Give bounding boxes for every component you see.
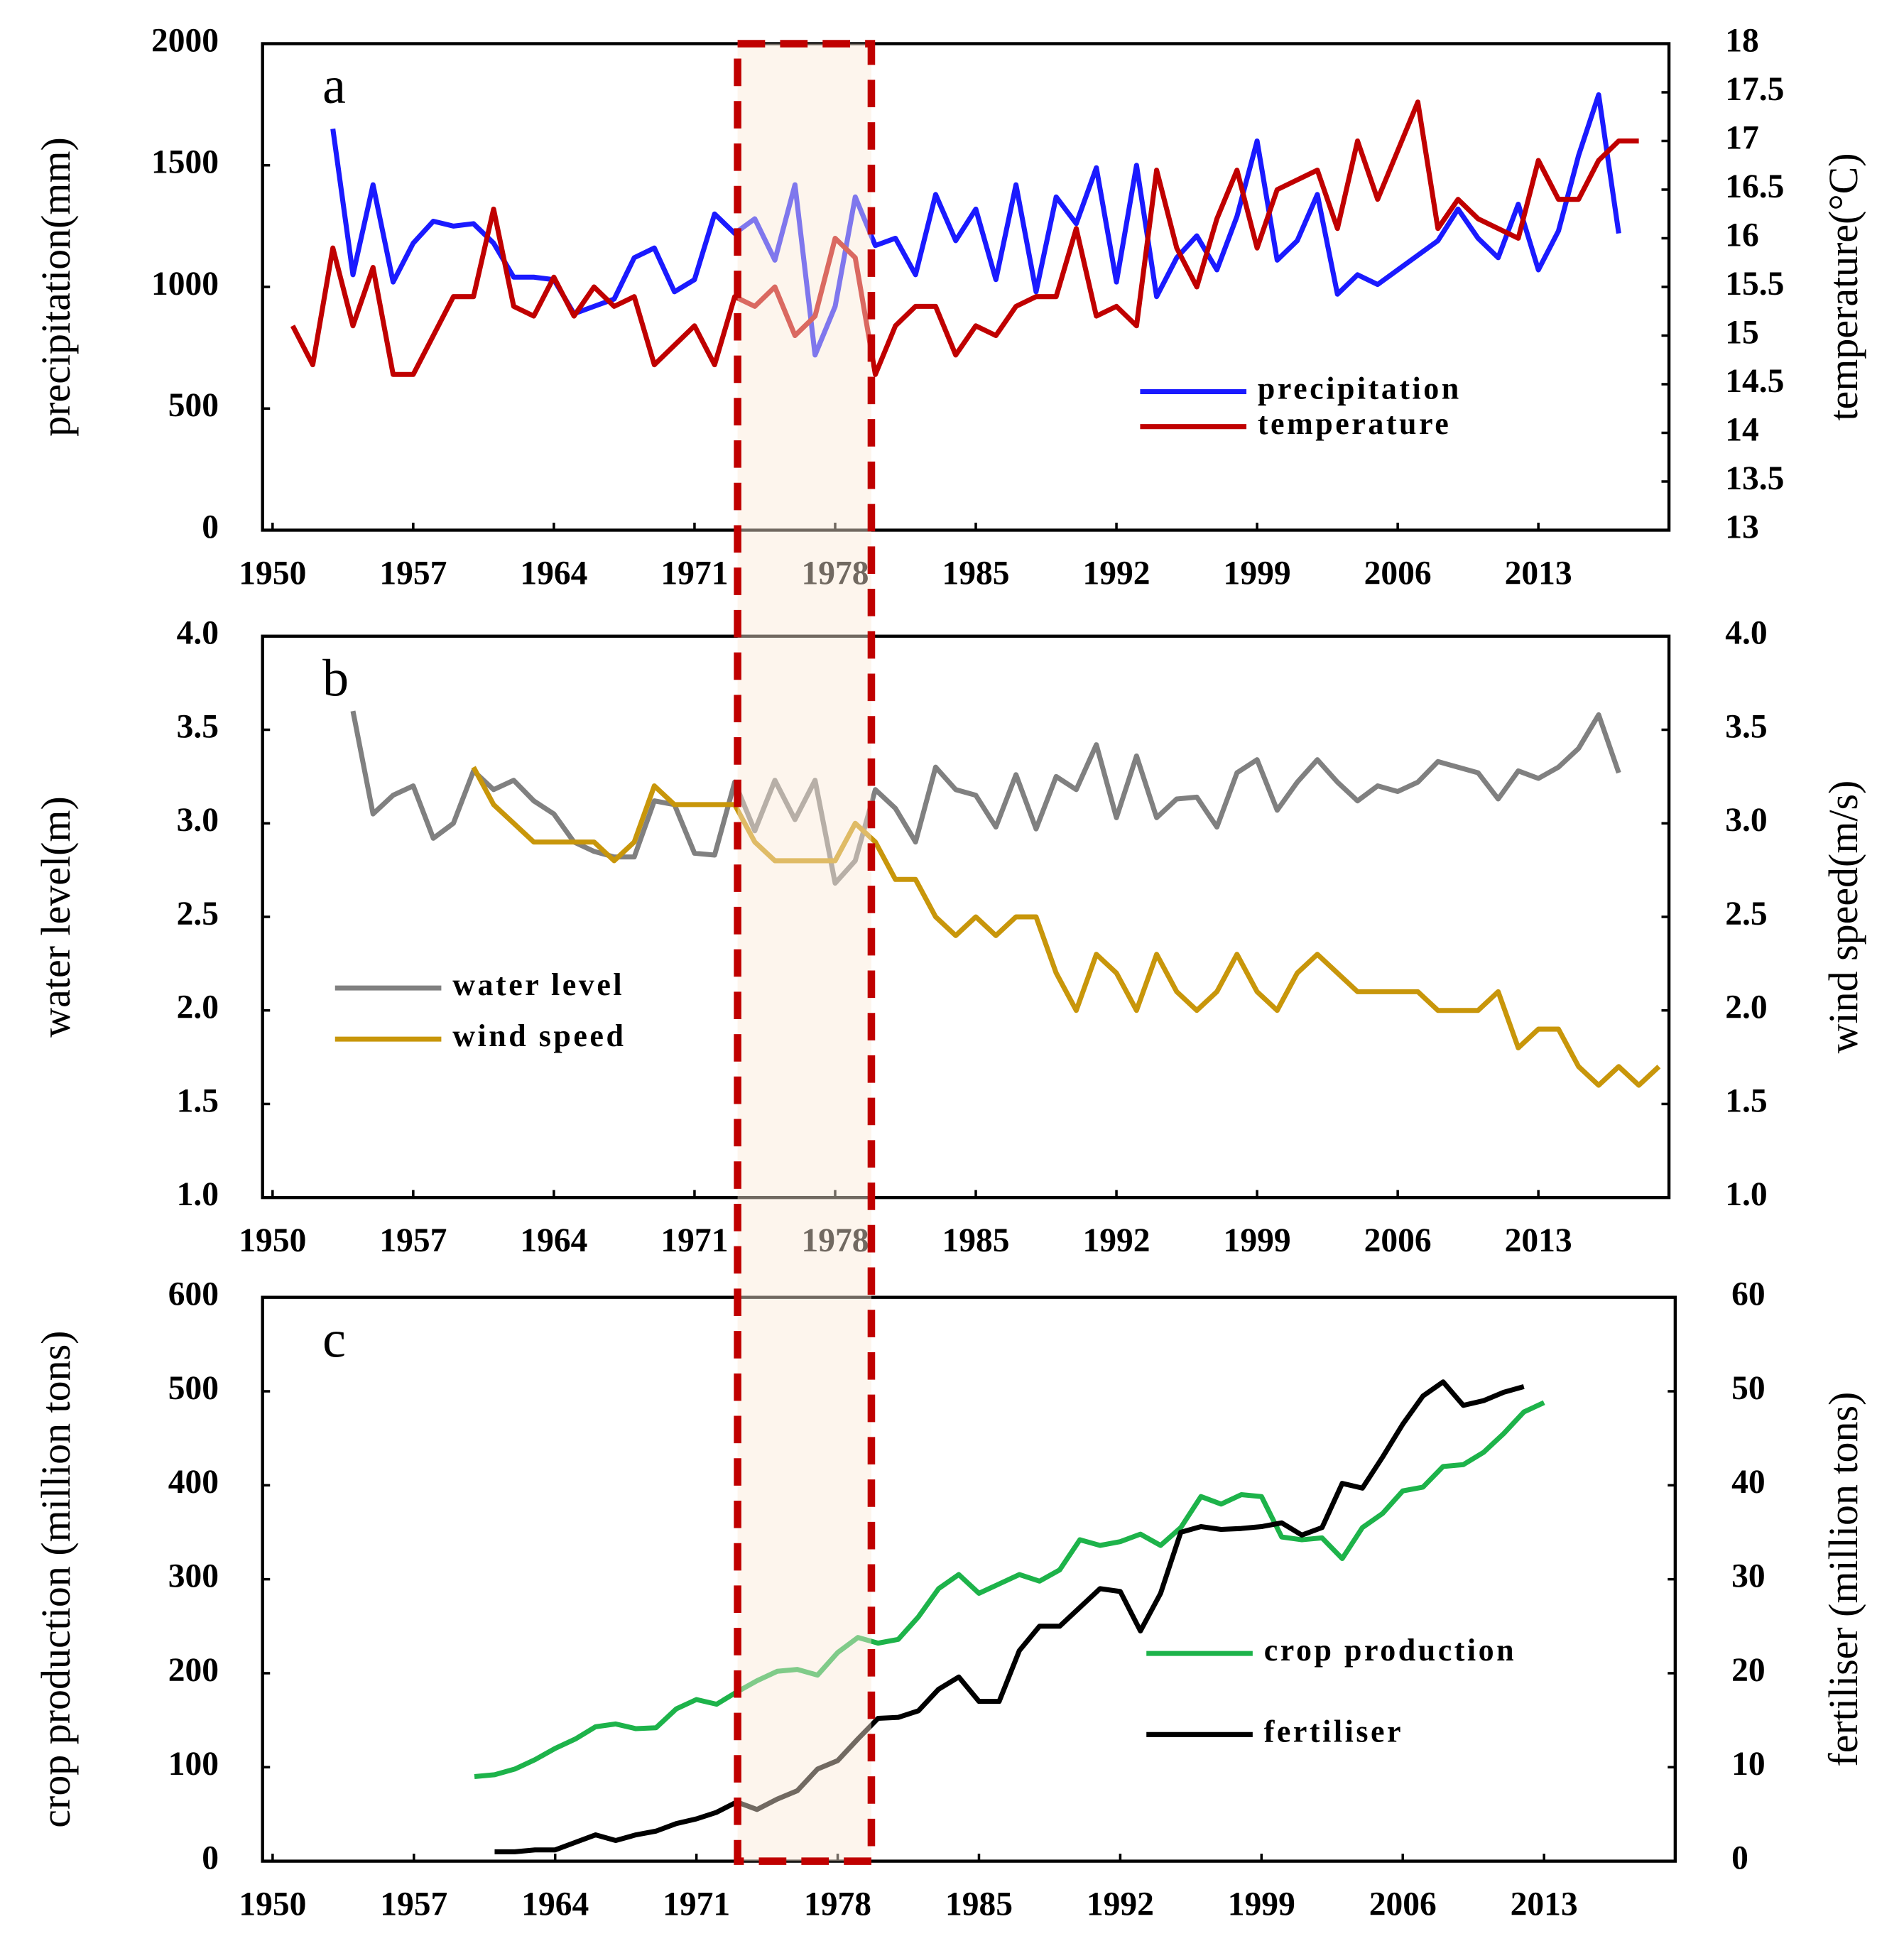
x-tick-label: 1964	[520, 555, 587, 592]
y2-tick-label: 3.5	[1725, 708, 1767, 745]
x-tick-label: 1985	[945, 1886, 1013, 1923]
legend-label: wind speed	[452, 1018, 626, 1053]
y-tick-label: 4.0	[177, 615, 219, 652]
y-tick-label: 1.0	[177, 1176, 219, 1213]
x-tick-label: 1964	[520, 1222, 587, 1259]
x-tick-label: 1978	[801, 555, 869, 592]
y-tick-label: 1500	[151, 144, 219, 181]
data-line	[471, 766, 1661, 1088]
x-tick-label: 1978	[804, 1886, 871, 1923]
y2-tick-label: 13.5	[1725, 460, 1784, 497]
plot-frame	[261, 634, 1671, 1200]
y2-tick-label: 17.5	[1725, 71, 1784, 108]
x-tick-label: 2006	[1364, 1222, 1432, 1259]
y-tick-label: 3.0	[177, 802, 219, 839]
y-tick-label: 0	[202, 509, 219, 545]
x-tick-label: 1964	[521, 1886, 589, 1923]
x-tick-label: 1985	[942, 555, 1009, 592]
x-tick-label: 1950	[239, 555, 306, 592]
x-tick-label: 1985	[942, 1222, 1009, 1259]
y2-tick-label: 15.5	[1725, 266, 1784, 303]
x-tick-label: 2006	[1364, 555, 1432, 592]
data-line	[494, 1379, 1525, 1854]
y-axis-title: water level(m)	[33, 796, 79, 1037]
y-tick-label: 2.5	[177, 896, 219, 933]
y2-tick-label: 4.0	[1725, 615, 1767, 652]
x-tick-label: 1957	[379, 555, 447, 592]
y-tick-label: 100	[168, 1746, 219, 1783]
x-tick-label: 1950	[239, 1222, 306, 1259]
y2-tick-label: 10	[1731, 1746, 1766, 1783]
x-tick-label: 2013	[1505, 1222, 1572, 1259]
y2-axis-title: temperature(°C)	[1820, 153, 1866, 420]
y2-tick-label: 2.0	[1725, 989, 1767, 1026]
y2-axis-title: wind speed(m/s)	[1820, 781, 1866, 1054]
x-tick-label: 2013	[1505, 555, 1572, 592]
x-tick-label: 1957	[380, 1886, 447, 1923]
x-tick-label: 1971	[660, 1222, 728, 1259]
data-line	[290, 99, 1639, 377]
data-line	[474, 1400, 1545, 1780]
y-tick-label: 2.0	[177, 989, 219, 1026]
y-tick-label: 1.5	[177, 1082, 219, 1119]
y2-tick-label: 60	[1731, 1276, 1766, 1313]
y-tick-label: 200	[168, 1652, 219, 1689]
y2-tick-label: 1.5	[1725, 1082, 1767, 1119]
x-tick-label: 1999	[1224, 1222, 1291, 1259]
legend-label: crop production	[1264, 1633, 1516, 1668]
data-line	[330, 92, 1621, 358]
legend-label: water level	[452, 967, 624, 1002]
y2-tick-label: 16.5	[1725, 168, 1784, 205]
y2-tick-label: 14	[1725, 411, 1759, 448]
y-tick-label: 500	[168, 1370, 219, 1407]
y-tick-label: 300	[168, 1558, 219, 1595]
y-tick-label: 0	[202, 1840, 219, 1877]
y-axis-title: crop production (million tons)	[33, 1331, 79, 1828]
x-tick-label: 1992	[1087, 1886, 1154, 1923]
highlight-period	[734, 40, 876, 1865]
x-tick-label: 1978	[801, 1222, 869, 1259]
legend-label: precipitation	[1258, 371, 1462, 406]
x-tick-label: 1999	[1224, 555, 1291, 592]
y-tick-label: 400	[168, 1464, 219, 1501]
y-tick-label: 3.5	[177, 708, 219, 745]
y-tick-label: 600	[168, 1276, 219, 1313]
x-tick-label: 1957	[379, 1222, 447, 1259]
x-tick-label: 1992	[1083, 1222, 1150, 1259]
y2-tick-label: 20	[1731, 1652, 1766, 1689]
panel-label: a	[322, 56, 346, 114]
x-tick-label: 1992	[1083, 555, 1150, 592]
y-tick-label: 500	[168, 387, 219, 424]
y2-tick-label: 0	[1731, 1840, 1748, 1877]
y2-tick-label: 50	[1731, 1370, 1766, 1407]
y2-tick-label: 18	[1725, 22, 1759, 59]
y-tick-label: 1000	[151, 266, 219, 303]
y2-tick-label: 13	[1725, 509, 1759, 545]
x-tick-label: 1999	[1228, 1886, 1295, 1923]
data-line	[350, 710, 1621, 886]
panel-label: b	[322, 649, 349, 707]
y2-tick-label: 3.0	[1725, 802, 1767, 839]
legend-label: fertiliser	[1264, 1714, 1403, 1749]
y2-tick-label: 15	[1725, 314, 1759, 351]
y2-axis-title: fertiliser (million tons)	[1820, 1392, 1866, 1767]
y2-tick-label: 2.5	[1725, 896, 1767, 933]
y2-tick-label: 40	[1731, 1464, 1766, 1501]
x-tick-label: 1971	[663, 1886, 730, 1923]
x-tick-label: 2006	[1369, 1886, 1437, 1923]
x-tick-label: 1971	[660, 555, 728, 592]
y2-tick-label: 30	[1731, 1558, 1766, 1595]
x-tick-label: 1950	[239, 1886, 306, 1923]
panel-label: c	[322, 1310, 346, 1368]
y-axis-title: precipitation(mm)	[33, 137, 79, 437]
y2-tick-label: 1.0	[1725, 1176, 1767, 1213]
y2-tick-label: 14.5	[1725, 363, 1784, 400]
x-tick-label: 2013	[1511, 1886, 1578, 1923]
legend-label: temperature	[1258, 406, 1451, 441]
y-tick-label: 2000	[151, 22, 219, 59]
y2-tick-label: 16	[1725, 217, 1759, 254]
y2-tick-label: 17	[1725, 119, 1759, 156]
